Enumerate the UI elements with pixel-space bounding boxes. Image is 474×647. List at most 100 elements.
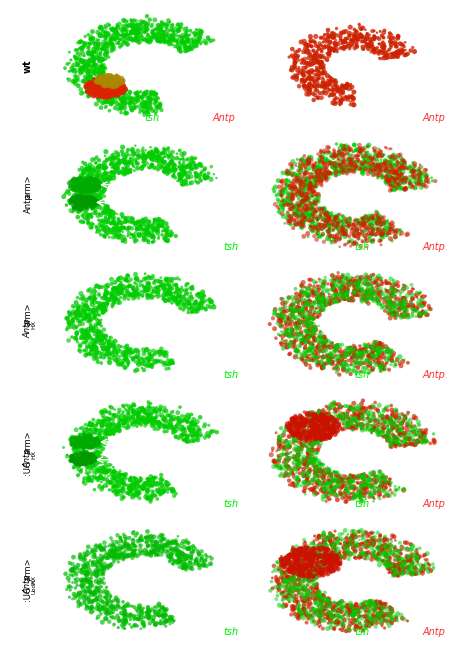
Point (356, 344, 364, 355)
Point (347, 163, 355, 173)
Point (393, 307, 401, 318)
Point (82, 433, 89, 444)
Point (377, 345, 384, 356)
Point (128, 158, 135, 168)
Point (386, 481, 394, 492)
Point (386, 165, 393, 175)
Point (417, 566, 425, 576)
Point (290, 575, 298, 586)
Point (299, 425, 306, 435)
Point (149, 26, 156, 36)
Point (396, 429, 403, 439)
Point (97, 30, 104, 41)
Point (285, 314, 293, 325)
Point (328, 558, 336, 569)
Point (424, 548, 431, 558)
Point (152, 106, 159, 116)
Point (87, 285, 94, 295)
Point (186, 542, 194, 553)
Point (281, 566, 288, 576)
Point (321, 551, 328, 562)
Point (367, 488, 374, 498)
Point (169, 30, 176, 41)
Point (374, 218, 382, 228)
Point (304, 206, 311, 217)
Point (294, 476, 301, 486)
Point (316, 156, 323, 166)
Point (292, 208, 300, 219)
Point (410, 165, 418, 175)
Point (373, 28, 381, 38)
Point (319, 604, 327, 615)
Point (92, 546, 100, 556)
Point (114, 489, 122, 499)
Point (347, 401, 355, 411)
Point (296, 552, 304, 562)
Point (299, 428, 307, 438)
Point (91, 195, 98, 206)
Point (169, 162, 177, 173)
Point (142, 214, 149, 225)
Point (428, 176, 436, 186)
Point (386, 441, 393, 452)
Point (137, 221, 145, 231)
Point (192, 420, 200, 430)
Point (182, 428, 189, 438)
Point (74, 45, 82, 55)
Point (341, 157, 348, 167)
Point (141, 155, 148, 165)
Point (284, 419, 292, 429)
Point (339, 362, 347, 372)
Point (300, 613, 307, 623)
Point (319, 292, 327, 302)
Point (93, 435, 101, 445)
Point (94, 451, 102, 461)
Point (412, 553, 420, 564)
Point (120, 492, 128, 502)
Point (80, 182, 88, 193)
Point (343, 80, 351, 91)
Point (350, 484, 357, 494)
Point (128, 18, 135, 28)
Point (190, 40, 198, 50)
Point (94, 332, 102, 342)
Point (83, 569, 91, 580)
Point (113, 76, 120, 86)
Point (363, 271, 371, 281)
Point (182, 43, 190, 54)
Point (299, 188, 306, 199)
Point (308, 575, 315, 585)
Point (398, 161, 405, 171)
Point (304, 173, 312, 183)
Point (331, 160, 338, 171)
Point (288, 300, 295, 310)
Point (370, 363, 378, 373)
Point (173, 36, 180, 47)
Point (333, 221, 340, 231)
Point (161, 426, 168, 437)
Point (313, 351, 321, 362)
Point (130, 419, 137, 430)
Point (292, 321, 300, 331)
Point (278, 580, 286, 590)
Point (290, 457, 298, 468)
Point (134, 351, 142, 362)
Point (137, 221, 145, 232)
Point (376, 483, 383, 493)
Point (147, 290, 155, 300)
Point (121, 422, 129, 432)
Point (353, 285, 361, 296)
Point (344, 612, 352, 622)
Point (102, 553, 110, 564)
Point (298, 572, 306, 582)
Point (298, 208, 306, 219)
Point (146, 408, 153, 418)
Point (73, 201, 80, 212)
Point (179, 175, 187, 186)
Point (279, 294, 287, 305)
Point (98, 582, 106, 592)
Point (298, 547, 305, 557)
Point (185, 412, 193, 422)
Point (310, 212, 317, 223)
Point (184, 554, 191, 564)
